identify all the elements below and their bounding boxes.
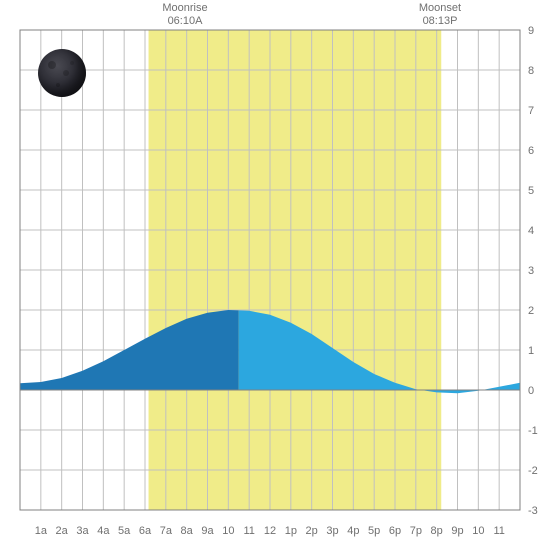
y-tick-label: -2 xyxy=(528,465,538,477)
x-tick-label: 1a xyxy=(35,525,48,537)
y-tick-label: 1 xyxy=(528,345,534,357)
moon-phase-icon xyxy=(38,49,86,97)
tide-moon-chart: -3-2-101234567891a2a3a4a5a6a7a8a9a101112… xyxy=(0,0,550,550)
x-tick-label: 3a xyxy=(76,525,89,537)
moonrise-label: Moonrise 06:10A xyxy=(155,2,215,28)
x-tick-label: 8a xyxy=(181,525,194,537)
y-tick-label: -1 xyxy=(528,425,538,437)
y-tick-label: 4 xyxy=(528,225,534,237)
x-tick-label: 1p xyxy=(285,525,297,537)
moonrise-time: 06:10A xyxy=(155,15,215,28)
x-tick-label: 2p xyxy=(306,525,318,537)
x-tick-label: 11 xyxy=(243,525,254,537)
x-tick-label: 7p xyxy=(410,525,422,537)
x-tick-label: 2a xyxy=(56,525,69,537)
y-tick-label: 9 xyxy=(528,25,534,37)
x-tick-label: 10 xyxy=(222,525,234,537)
x-tick-label: 9p xyxy=(451,525,463,537)
x-tick-label: 3p xyxy=(326,525,338,537)
moonset-label: Moonset 08:13P xyxy=(410,2,470,28)
y-tick-label: 6 xyxy=(528,145,534,157)
x-tick-label: 6p xyxy=(389,525,401,537)
x-tick-label: 11 xyxy=(493,525,504,537)
y-tick-label: 5 xyxy=(528,185,534,197)
x-tick-label: 5p xyxy=(368,525,380,537)
moonrise-title: Moonrise xyxy=(155,2,215,15)
y-tick-label: 0 xyxy=(528,385,534,397)
x-tick-label: 7a xyxy=(160,525,173,537)
x-tick-label: 6a xyxy=(139,525,152,537)
y-tick-label: 2 xyxy=(528,305,534,317)
x-tick-label: 4p xyxy=(347,525,359,537)
y-tick-label: 7 xyxy=(528,105,534,117)
x-tick-label: 8p xyxy=(431,525,443,537)
x-tick-label: 12 xyxy=(264,525,276,537)
x-tick-label: 4a xyxy=(97,525,110,537)
y-tick-label: 8 xyxy=(528,65,534,77)
x-tick-label: 9a xyxy=(201,525,214,537)
y-tick-label: 3 xyxy=(528,265,534,277)
x-tick-label: 5a xyxy=(118,525,131,537)
y-tick-label: -3 xyxy=(528,505,538,517)
moonset-time: 08:13P xyxy=(410,15,470,28)
moonset-title: Moonset xyxy=(410,2,470,15)
x-tick-label: 10 xyxy=(472,525,484,537)
